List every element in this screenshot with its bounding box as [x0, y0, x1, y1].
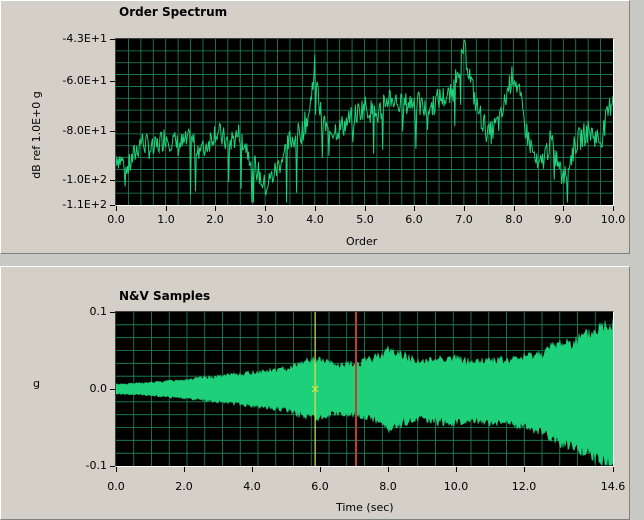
ytick-label: -0.1 — [85, 459, 107, 472]
xtick-label: 10.0 — [443, 480, 469, 493]
nv-samples-xlabel: Time (sec) — [336, 501, 394, 514]
ytick-mark — [110, 466, 115, 467]
xtick-mark — [320, 467, 321, 472]
order-spectrum-trace — [116, 39, 613, 203]
xtick-label: 14.6 — [600, 480, 626, 493]
ytick-mark — [110, 205, 115, 206]
xtick-mark — [166, 206, 167, 211]
nv-samples-ylabel: g — [33, 377, 40, 390]
xtick-mark — [252, 467, 253, 472]
xtick-label: 6.0 — [311, 480, 329, 493]
xtick-mark — [464, 206, 465, 211]
xtick-mark — [563, 206, 564, 211]
ytick-mark — [110, 39, 115, 40]
ytick-mark — [110, 389, 115, 390]
xtick-label: 12.0 — [511, 480, 537, 493]
ytick-mark — [110, 81, 115, 82]
xtick-mark — [414, 206, 415, 211]
xtick-label: 10.0 — [600, 213, 626, 226]
order-spectrum-plot[interactable] — [115, 38, 614, 206]
xtick-label: 8.0 — [379, 480, 397, 493]
xtick-label: 4.0 — [243, 480, 261, 493]
xtick-label: 8.0 — [505, 213, 523, 226]
ytick-label: -1.1E+2 — [62, 198, 107, 211]
xtick-label: 0.0 — [107, 480, 125, 493]
xtick-label: 7.0 — [455, 213, 473, 226]
xtick-label: 2.0 — [206, 213, 224, 226]
xtick-mark — [524, 467, 525, 472]
xtick-mark — [116, 206, 117, 211]
order-spectrum-canvas[interactable] — [116, 39, 613, 205]
ytick-mark — [110, 131, 115, 132]
xtick-mark — [388, 467, 389, 472]
xtick-label: 3.0 — [256, 213, 274, 226]
xtick-mark — [215, 206, 216, 211]
nv-samples-plot[interactable] — [115, 311, 614, 467]
xtick-label: 5.0 — [356, 213, 374, 226]
xtick-mark — [456, 467, 457, 472]
ytick-label: -1.0E+2 — [62, 173, 107, 186]
nv-samples-waveform — [116, 318, 613, 466]
xtick-mark — [365, 206, 366, 211]
xtick-label: 4.0 — [306, 213, 324, 226]
order-spectrum-title: Order Spectrum — [119, 5, 228, 19]
ytick-label: 0.1 — [89, 305, 108, 318]
xtick-label: 0.0 — [107, 213, 125, 226]
xtick-label: 2.0 — [175, 480, 193, 493]
xtick-label: 6.0 — [405, 213, 423, 226]
xtick-label: 1.0 — [157, 213, 175, 226]
xtick-mark — [613, 206, 614, 211]
xtick-mark — [613, 467, 614, 472]
ytick-label: -4.3E+1 — [62, 32, 107, 45]
xtick-mark — [116, 467, 117, 472]
ytick-mark — [110, 180, 115, 181]
ytick-label: 0.0 — [89, 382, 108, 395]
xtick-mark — [265, 206, 266, 211]
ytick-label: -6.0E+1 — [62, 74, 107, 87]
cursor-1-marker — [311, 385, 319, 393]
ytick-label: -8.0E+1 — [62, 124, 107, 137]
ytick-mark — [110, 312, 115, 313]
xtick-mark — [315, 206, 316, 211]
nv-samples-panel: N&V Samples g Time (sec) 0.1 0.0 -0.1 0.0 2.… — [0, 266, 630, 520]
order-spectrum-panel: Order Spectrum dB ref 1.0E+0 g Order -4.… — [0, 0, 630, 254]
xtick-mark — [184, 467, 185, 472]
xtick-label: 9.0 — [554, 213, 572, 226]
order-spectrum-xlabel: Order — [346, 235, 378, 248]
nv-samples-title: N&V Samples — [119, 289, 211, 303]
xtick-mark — [514, 206, 515, 211]
nv-samples-canvas[interactable] — [116, 312, 613, 466]
